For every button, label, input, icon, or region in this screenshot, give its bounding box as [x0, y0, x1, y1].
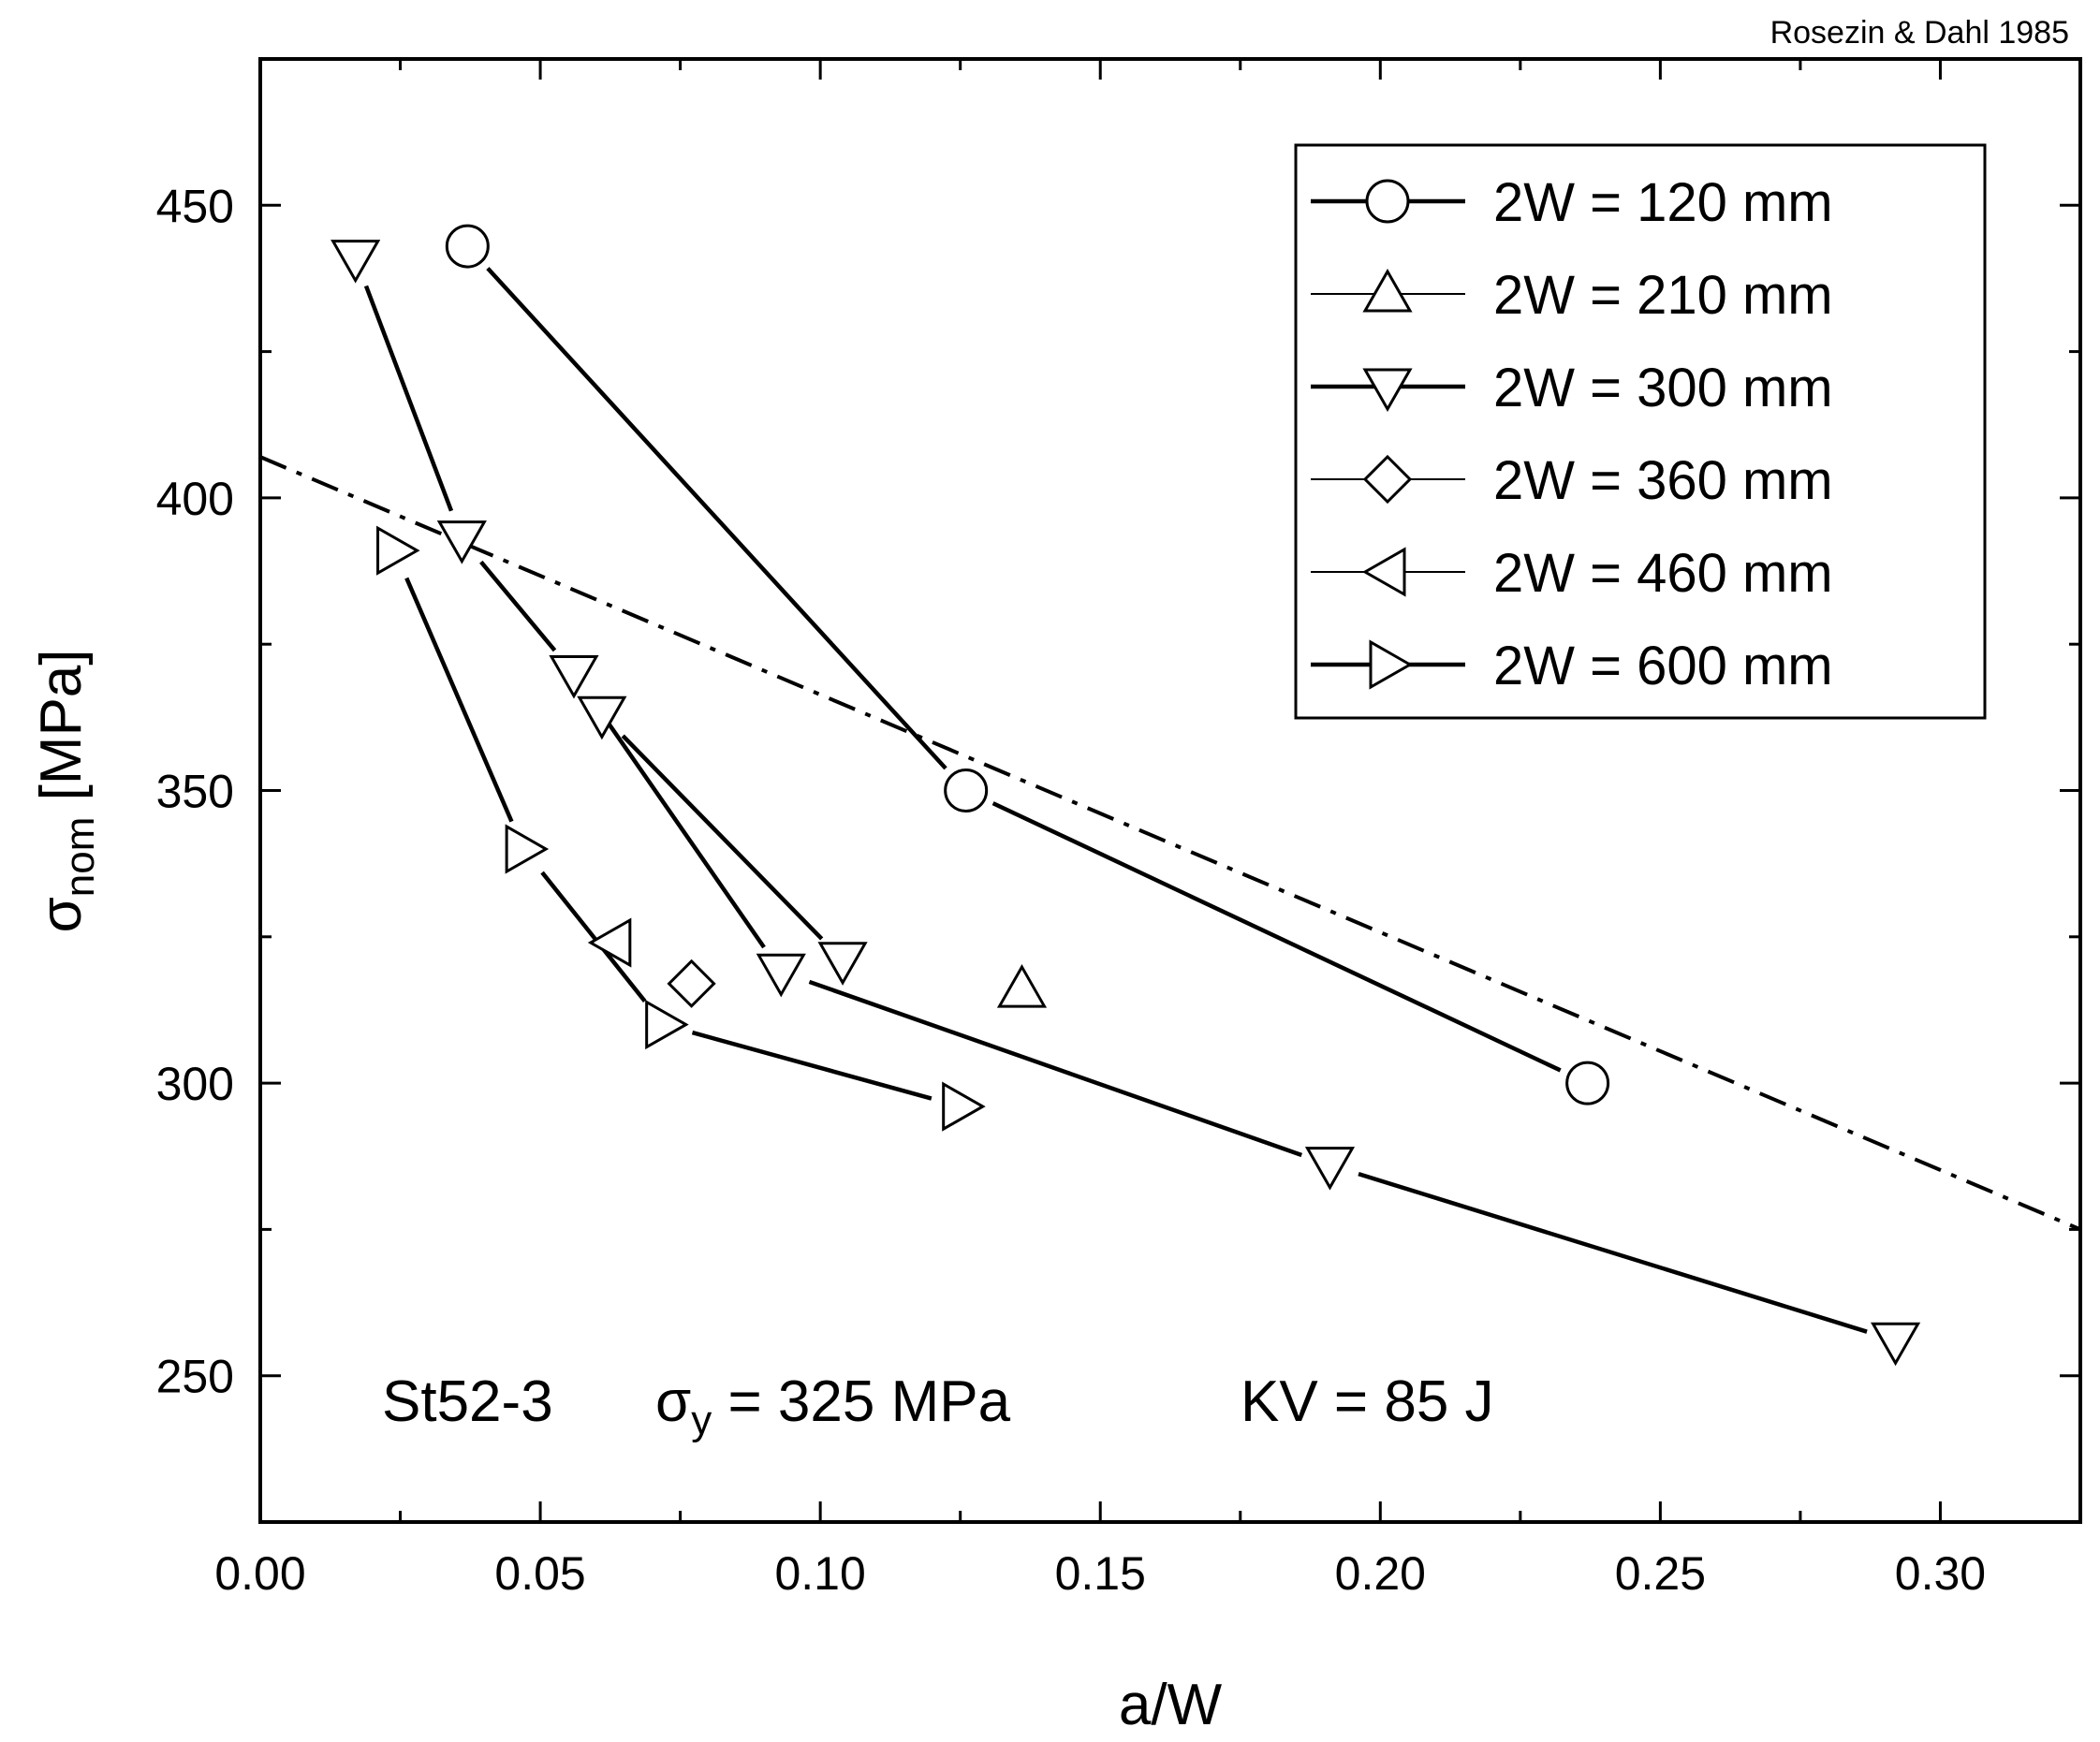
series-markers: [330, 224, 1921, 1367]
data-point-triangle-right: [942, 1081, 986, 1132]
series-segment: [691, 1030, 933, 1101]
data-point-circle: [1565, 1061, 1610, 1105]
legend-label: 2W = 210 mm: [1493, 265, 1833, 326]
data-point-triangle-right: [376, 525, 420, 576]
y-tick-label: 300: [156, 1058, 234, 1110]
data-point-triangle-down: [436, 520, 487, 564]
x-tick-label: 0.15: [1055, 1547, 1146, 1600]
data-point-triangle-down: [330, 240, 381, 284]
yield-symbol: σ: [655, 1369, 691, 1434]
x-tick-label: 0.20: [1335, 1547, 1426, 1600]
y-tick-label: 350: [156, 766, 234, 818]
credit-text: Rosezin & Dahl 1985: [1770, 15, 2069, 51]
legend-marker-triangle-down: [1362, 368, 1413, 413]
legend-label: 2W = 120 mm: [1493, 172, 1833, 233]
yield-strength-label: σy = 325 MPa: [655, 1369, 1011, 1443]
data-point-diamond: [667, 959, 716, 1008]
data-point-circle: [944, 769, 989, 812]
tick-labels: 0.00 0.05 0.10 0.15 0.20 0.25 0.30 250 300 350 400…: [156, 180, 1987, 1600]
legend-marker-triangle-left: [1361, 547, 1406, 597]
series-segment: [540, 871, 647, 1003]
data-point-triangle-down: [1304, 1147, 1356, 1191]
x-tick-label: 0.30: [1895, 1547, 1986, 1600]
data-point-circle: [445, 224, 490, 269]
legend-label: 2W = 300 mm: [1493, 358, 1833, 418]
series-segment: [621, 734, 824, 941]
series-segment: [991, 801, 1562, 1073]
data-point-triangle-down: [549, 654, 599, 699]
series-lines: [363, 267, 1868, 1334]
legend-box: [1294, 143, 1987, 720]
data-point-triangle-up: [996, 964, 1048, 1008]
series-segment: [1358, 1171, 1868, 1334]
data-point-triangle-left: [587, 917, 632, 968]
series-segment: [589, 696, 766, 949]
data-point-triangle-right: [505, 824, 550, 874]
y-axis-unit: [MPa]: [29, 649, 94, 816]
data-point-triangle-down: [817, 942, 868, 986]
y-axis-title: σnom [MPa]: [29, 649, 103, 932]
material-label: St52-3: [382, 1369, 553, 1434]
yield-subscript: y: [691, 1398, 712, 1443]
y-axis-subscript: nom: [57, 817, 103, 898]
legend-marker-triangle-up: [1362, 268, 1413, 313]
reference-line: [259, 455, 2081, 1232]
legend: 2W = 120 mm 2W = 210 mm 2W = 300 mm 2W = 36…: [1294, 143, 1987, 720]
x-tick-label: 0.05: [494, 1547, 585, 1600]
annotation: St52-3 σy = 325 MPa KV = 85 J: [382, 1369, 1494, 1443]
y-tick-label: 400: [156, 473, 234, 525]
x-axis-title: a/W: [1119, 1673, 1223, 1737]
legend-label: 2W = 360 mm: [1493, 450, 1833, 511]
series-segment: [363, 285, 454, 512]
series-segment: [404, 577, 514, 823]
yield-value: = 325 MPa: [712, 1369, 1010, 1434]
legend-marker-diamond: [1362, 454, 1413, 505]
legend-marker-circle: [1365, 179, 1410, 224]
data-point-triangle-down: [577, 695, 627, 740]
data-point-triangle-down: [1871, 1322, 1921, 1367]
impact-energy-label: KV = 85 J: [1241, 1369, 1494, 1434]
legend-marker-triangle-right: [1369, 639, 1414, 690]
series-segment: [479, 560, 557, 652]
series-segment: [808, 979, 1303, 1158]
legend-label: 2W = 600 mm: [1493, 636, 1833, 696]
x-tick-label: 0.10: [774, 1547, 865, 1600]
series-segment: [486, 267, 947, 770]
data-point-triangle-right: [645, 999, 689, 1050]
y-tick-label: 250: [156, 1351, 234, 1403]
y-tick-label: 450: [156, 180, 234, 232]
data-point-triangle-down: [756, 953, 806, 998]
x-tick-label: 0.25: [1615, 1547, 1706, 1600]
y-axis-symbol: σ: [29, 897, 94, 932]
reference-line-group: [259, 455, 2081, 1232]
legend-label: 2W = 460 mm: [1493, 543, 1833, 604]
axis-ticks: [258, 59, 2082, 1522]
x-tick-label: 0.00: [214, 1547, 305, 1600]
plot-frame: [258, 57, 2082, 1524]
